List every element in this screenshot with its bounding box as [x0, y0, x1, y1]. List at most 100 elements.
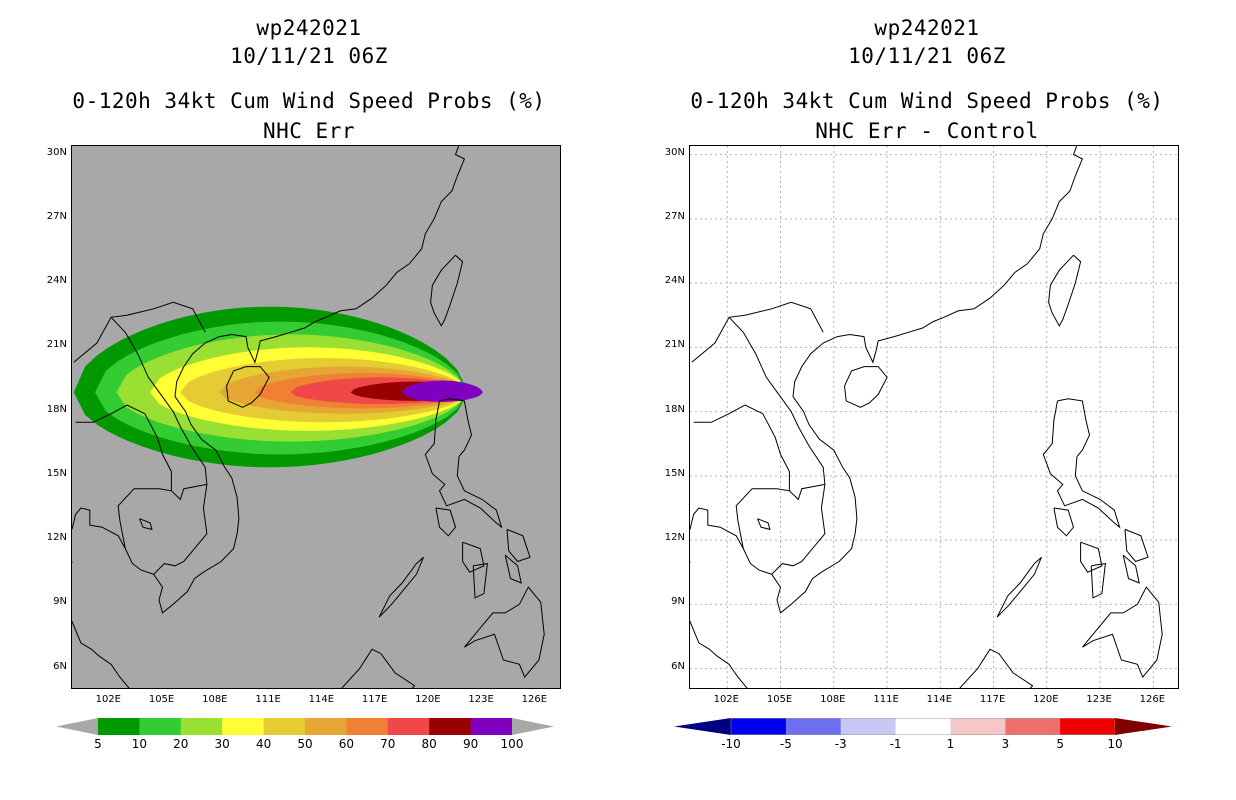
- colorbar-label-80: 80: [421, 737, 437, 751]
- lon-label-117E: 117E: [979, 694, 1006, 705]
- colorbar-label-5: 5: [1056, 737, 1064, 751]
- lat-label-12N: 12N: [664, 532, 685, 544]
- lat-label-12N: 12N: [46, 532, 67, 544]
- coast-vn-border: [728, 316, 826, 575]
- coast-samar: [1124, 528, 1149, 563]
- lat-label-21N: 21N: [664, 339, 685, 351]
- lon-label-105E: 105E: [148, 694, 175, 705]
- coast-gulf-thailand-west: [72, 561, 130, 688]
- coast-thai-laos: [75, 404, 172, 491]
- right-product-subtitle: NHC Err - Control: [815, 119, 1039, 143]
- lon-label-114E: 114E: [308, 694, 335, 705]
- colorbar-label-40: 40: [255, 737, 272, 751]
- lon-label-126E: 126E: [521, 694, 548, 705]
- colorbar-swatch-4: [263, 718, 306, 735]
- colorbar-over-arrow: [512, 718, 554, 735]
- colorbar-swatch-4: [895, 718, 951, 735]
- colorbar-label-30: 30: [214, 737, 230, 751]
- lon-label-123E: 123E: [468, 694, 494, 705]
- right-colorbar: [674, 718, 1172, 735]
- lat-label-24N: 24N: [46, 275, 67, 287]
- left-product-title: 0-120h 34kt Cum Wind Speed Probs (%): [72, 89, 546, 113]
- left-map: [71, 145, 561, 689]
- coast-thai-laos: [693, 404, 790, 491]
- colorbar-swatch-2: [785, 718, 842, 735]
- left-colorbar-swatches: [56, 718, 554, 735]
- right-product-title: 0-120h 34kt Cum Wind Speed Probs (%): [690, 89, 1164, 113]
- coast-leyte-cebu: [1122, 554, 1140, 584]
- colorbar-label-10: 10: [131, 737, 148, 751]
- coast-laos-border: [691, 301, 824, 363]
- colorbar-swatch-2: [180, 718, 223, 735]
- coast-panay: [462, 541, 485, 573]
- colorbar-swatch-1: [139, 718, 182, 735]
- lat-label-9N: 9N: [671, 596, 685, 608]
- coast-taiwan: [430, 254, 464, 327]
- lon-label-108E: 108E: [202, 694, 228, 705]
- coast-samar: [506, 528, 531, 563]
- coast-mindoro: [435, 507, 457, 537]
- colorbar-label-3: 3: [1001, 737, 1010, 751]
- lat-label-9N: 9N: [53, 596, 67, 608]
- left-colorbar: [56, 718, 554, 735]
- colorbar-swatch-6: [346, 718, 389, 735]
- colorbar-label-10: 10: [1107, 737, 1123, 751]
- lat-label-15N: 15N: [664, 467, 685, 479]
- left-map-canvas: [72, 146, 545, 688]
- colorbar-label-100: 100: [500, 737, 524, 751]
- colorbar-label--5: -5: [779, 737, 792, 751]
- colorbar-label-60: 60: [338, 737, 355, 751]
- colorbar-label--3: -3: [834, 737, 847, 751]
- colorbar-swatch-3: [840, 718, 897, 735]
- lon-label-114E: 114E: [926, 694, 953, 705]
- lat-label-18N: 18N: [664, 403, 685, 415]
- coast-borneo: [959, 648, 1034, 688]
- colorbar-swatch-0: [98, 718, 140, 735]
- lon-label-105E: 105E: [766, 694, 793, 705]
- gridlines: [690, 146, 1178, 688]
- lat-label-24N: 24N: [664, 275, 685, 287]
- colorbar-swatch-8: [429, 718, 472, 735]
- colorbar-label-90: 90: [462, 737, 479, 751]
- coastlines: [72, 146, 545, 688]
- coast-mindoro: [1053, 507, 1075, 537]
- colorbar-label-1: 1: [946, 737, 955, 751]
- colorbar-label-50: 50: [297, 737, 313, 751]
- right-datetime: 10/11/21 06Z: [848, 44, 1006, 68]
- colorbar-label--10: -10: [721, 737, 741, 751]
- lat-label-30N: 30N: [664, 146, 685, 158]
- lat-label-18N: 18N: [46, 403, 67, 415]
- coast-laos-border: [73, 301, 206, 363]
- colorbar-label--1: -1: [889, 737, 902, 751]
- left-panel: wp242021 10/11/21 06Z 0-120h 34kt Cum Wi…: [46, 16, 561, 751]
- coast-hainan: [844, 366, 888, 408]
- lat-label-27N: 27N: [46, 210, 67, 222]
- colorbar-under-arrow: [674, 718, 731, 735]
- lat-label-6N: 6N: [53, 660, 67, 672]
- right-map: [689, 145, 1179, 689]
- coast-cam-thai-border: [735, 483, 825, 549]
- coast-cam-thai-border: [117, 483, 207, 549]
- lat-label-6N: 6N: [671, 660, 685, 672]
- lat-label-15N: 15N: [46, 467, 67, 479]
- colorbar-label-20: 20: [173, 737, 189, 751]
- coast-mindanao: [464, 586, 545, 679]
- right-storm-id: wp242021: [874, 16, 980, 40]
- coast-luzon: [1042, 398, 1121, 529]
- left-product-subtitle: NHC Err: [262, 119, 355, 143]
- lon-label-126E: 126E: [1139, 694, 1166, 705]
- right-colorbar-swatches: [674, 718, 1172, 735]
- probability-contours: [73, 306, 525, 468]
- colorbar-swatch-5: [950, 718, 1006, 735]
- colorbar-over-arrow: [1115, 718, 1172, 735]
- colorbar-under-arrow: [56, 718, 98, 735]
- coast-negros: [1090, 563, 1106, 599]
- coast-gulf-thailand-west: [690, 561, 748, 688]
- right-map-canvas: [690, 146, 1178, 688]
- colorbar-swatch-3: [222, 718, 265, 735]
- coast-palawan: [378, 556, 424, 618]
- colorbar-swatch-6: [1005, 718, 1061, 735]
- lon-label-102E: 102E: [713, 694, 739, 705]
- coast-luzon: [424, 398, 503, 529]
- coastlines: [690, 146, 1163, 688]
